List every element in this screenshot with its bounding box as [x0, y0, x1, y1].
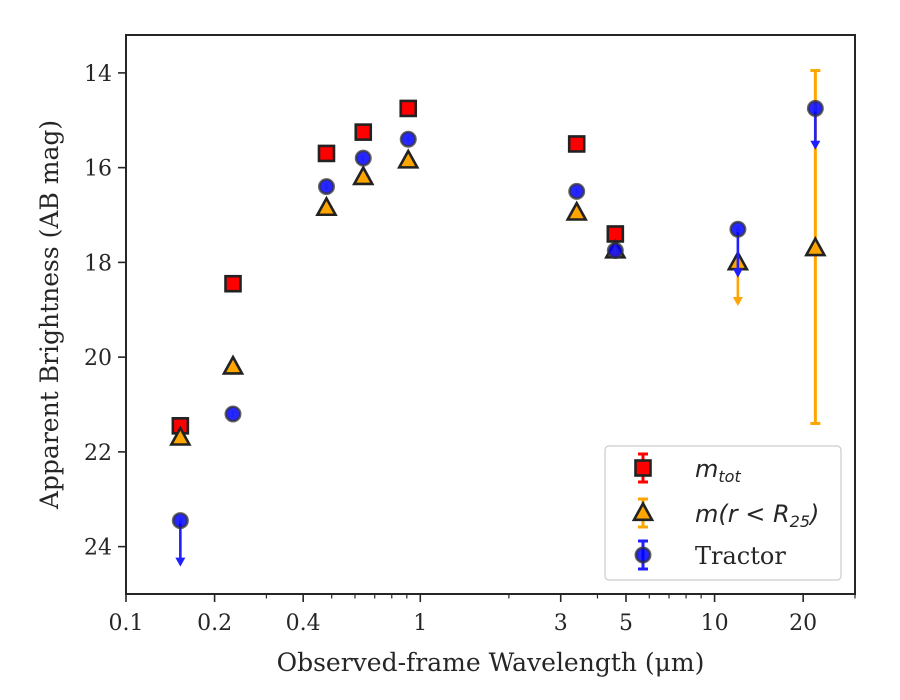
y-tick-label: 20	[84, 346, 112, 371]
x-tick-label: 5	[619, 611, 633, 636]
x-tick-label: 0.2	[197, 611, 232, 636]
legend: mtot m(r < R25) Tractor	[604, 445, 842, 581]
data-marks	[169, 69, 827, 567]
y-tick-label: 22	[84, 441, 112, 466]
x-axis: 0.1 0.2 0.4 1 3 5 10 20	[109, 594, 856, 636]
x-tick-label: 3	[554, 611, 568, 636]
legend-entry: Tractor	[634, 539, 786, 571]
x-tick-label: 1	[413, 611, 427, 636]
y-axis-label: Apparent Brightness (AB mag)	[35, 120, 64, 510]
plot-area: 0.1 0.2 0.4 1 3 5 10 20 14 16 18 20 22 24	[84, 34, 856, 636]
legend-entry: m(r < R25)	[631, 497, 819, 531]
x-axis-label: Observed-frame Wavelength (μm)	[277, 648, 705, 677]
x-tick-label: 0.1	[109, 611, 144, 636]
legend-marker	[634, 459, 652, 477]
upper-limit-arrow	[732, 268, 743, 278]
legend-label: Tractor	[695, 542, 786, 570]
x-tick-label: 10	[701, 611, 729, 636]
y-tick-label: 18	[84, 251, 112, 276]
y-tick-label: 14	[84, 62, 112, 87]
y-tick-label: 24	[84, 536, 112, 561]
plot-frame	[125, 34, 856, 595]
series-triangle	[169, 69, 827, 446]
y-axis: 14 16 18 20 22 24	[84, 62, 126, 561]
x-tick-label: 0.4	[286, 611, 321, 636]
legend-box	[604, 445, 842, 581]
upper-limit-arrow	[175, 557, 186, 567]
upper-limit-arrow	[810, 140, 821, 150]
legend-marker	[631, 500, 655, 522]
legend-label: m(r < R25)	[695, 500, 819, 531]
series-circle	[171, 99, 824, 567]
legend-label: mtot	[695, 455, 741, 486]
series-square	[171, 99, 625, 435]
legend-entry: mtot	[634, 452, 741, 486]
x-tick-label: 20	[789, 611, 817, 636]
legend-marker	[634, 546, 652, 564]
upper-limit-arrow	[732, 297, 743, 307]
y-tick-label: 16	[84, 157, 112, 182]
